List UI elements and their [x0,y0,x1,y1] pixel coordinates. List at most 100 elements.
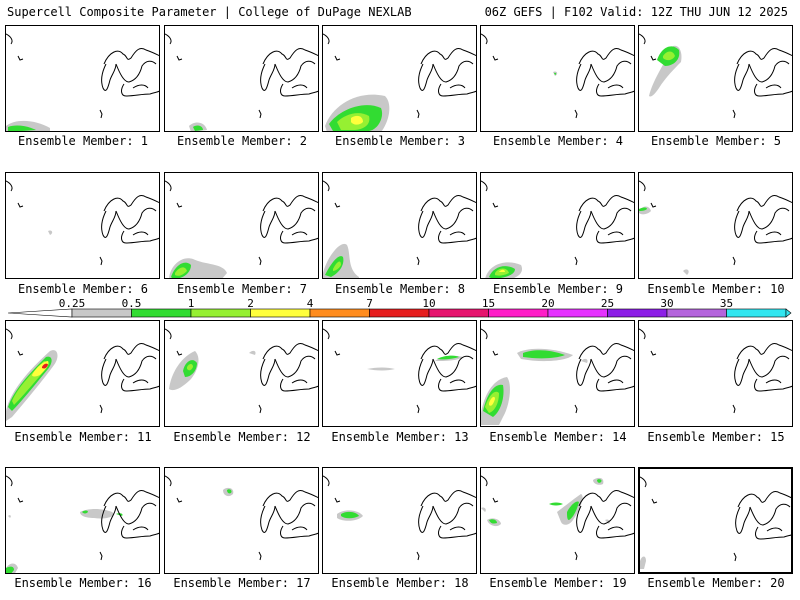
scp-contour [325,256,344,277]
scp-contour [683,269,689,275]
scp-contour [6,566,14,573]
ensemble-member-map-7 [164,172,319,279]
scp-contour [116,513,123,516]
map-canvas [481,328,634,425]
ensemble-member-label: Ensemble Member: 20 [647,576,785,590]
scp-contour [640,556,646,569]
ensemble-member-label: Ensemble Member: 19 [489,576,627,590]
scp-contour [175,267,187,276]
ensemble-member-map-17 [164,467,319,574]
great-lakes-basemap [640,476,791,562]
colorbar-swatch [666,308,727,318]
scp-contour [554,72,557,75]
scp-contour [187,364,193,371]
great-lakes-basemap [6,180,159,266]
ensemble-member-map-4 [480,25,635,132]
scp-contour [367,367,395,371]
map-canvas [323,180,476,278]
great-lakes-basemap [6,328,159,414]
great-lakes-basemap [323,328,476,414]
scp-contour [489,396,495,406]
scp-contour [581,358,588,363]
colorbar-swatch [309,308,370,318]
colorbar-swatch [488,308,549,318]
colorbar-right-arrow [785,308,792,318]
colorbar-tick-label: 2 [247,297,254,310]
map-canvas [639,328,792,414]
great-lakes-basemap [481,180,634,266]
ensemble-member-label: Ensemble Member: 18 [331,576,469,590]
ensemble-member-map-13 [322,320,477,427]
ensemble-member-map-20 [638,467,793,574]
great-lakes-basemap [639,328,792,414]
scp-contour [8,125,36,131]
ensemble-member-map-1 [5,25,160,132]
ensemble-member-label: Ensemble Member: 5 [650,134,782,148]
colorbar-tick-label: 25 [600,297,615,310]
map-canvas [323,33,476,131]
ensemble-member-map-12 [164,320,319,427]
scp-contour [333,261,341,271]
scp-contour [48,230,53,235]
valid-time: 06Z GEFS | F102 Valid: 12Z THU JUN 12 20… [484,5,788,19]
colorbar-tick-label: 10 [422,297,436,310]
colorbar-tick-label: 20 [541,297,555,310]
scp-contour [523,350,565,359]
scp-contour [351,115,363,125]
map-canvas [165,328,318,414]
ensemble-member-map-3 [322,25,477,132]
ensemble-member-map-19 [480,467,635,574]
colorbar-swatch [131,308,192,318]
colorbar-tick-label: 35 [719,297,734,310]
scp-contour [495,268,509,276]
scp-contour [489,519,497,524]
colorbar-swatch [250,308,311,318]
ensemble-member-map-5 [638,25,793,132]
scp-contour [597,479,602,483]
ensemble-member-map-14 [480,320,635,427]
ensemble-member-map-15 [638,320,793,427]
ensemble-member-label: Ensemble Member: 14 [489,430,627,444]
great-lakes-basemap [481,475,634,561]
scp-contour [227,489,232,494]
colorbar-swatch [547,308,608,318]
map-canvas [323,328,476,414]
color-scale-bar [8,308,792,318]
ensemble-member-map-9 [480,172,635,279]
scp-contour [437,355,459,360]
ensemble-member-label: Ensemble Member: 8 [334,282,466,296]
colorbar-left-arrow [8,308,73,318]
ensemble-member-label: Ensemble Member: 9 [492,282,624,296]
scp-contour [639,207,647,211]
map-canvas [6,180,159,266]
colorbar-tick-label: 4 [306,297,314,310]
map-canvas [165,475,318,561]
scp-contour [663,51,675,61]
colorbar-swatch [607,308,668,318]
colorbar-tick-label: 1 [187,297,195,310]
great-lakes-basemap [6,33,159,119]
great-lakes-basemap [6,475,159,561]
map-canvas [6,33,159,131]
map-canvas [481,180,634,278]
ensemble-member-label: Ensemble Member: 10 [647,282,785,296]
chart-title: Supercell Composite Parameter | College … [7,5,412,19]
great-lakes-basemap [165,33,318,119]
great-lakes-basemap [165,475,318,561]
map-canvas [323,475,476,561]
scp-contour [8,515,11,518]
ensemble-member-map-2 [164,25,319,132]
colorbar-swatch [428,308,489,318]
map-canvas [165,180,318,278]
map-canvas [640,476,791,569]
ensemble-member-label: Ensemble Member: 3 [334,134,466,148]
ensemble-member-label: Ensemble Member: 1 [17,134,149,148]
ensemble-member-label: Ensemble Member: 17 [173,576,311,590]
scp-contour [481,507,486,512]
ensemble-member-label: Ensemble Member: 4 [492,134,624,148]
ensemble-member-label: Ensemble Member: 12 [173,430,311,444]
great-lakes-basemap [481,33,634,119]
colorbar-tick-label: 0.5 [121,297,142,310]
scp-contour [567,501,579,520]
ensemble-member-label: Ensemble Member: 7 [176,282,308,296]
